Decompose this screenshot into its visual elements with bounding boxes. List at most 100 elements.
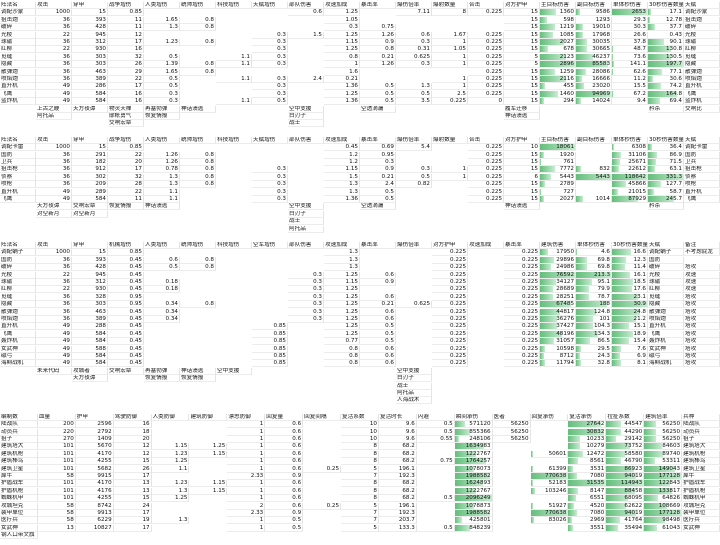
cell-text: 130.8	[665, 46, 682, 53]
data-bar	[568, 458, 579, 465]
data-bar	[644, 458, 656, 465]
cell: 69.8	[576, 256, 612, 264]
data-bar	[540, 338, 555, 345]
cell: 爆射数量	[432, 136, 468, 144]
cell: 0.8	[180, 264, 216, 272]
cell-text: 192.3	[398, 510, 415, 516]
cell-text: 20	[134, 159, 142, 165]
cell: 统帅增伤	[180, 242, 216, 249]
cell: 8	[432, 9, 468, 17]
cell-text: 16	[134, 90, 142, 97]
cell: 2.5	[432, 90, 468, 98]
cell-text: 交响宏章	[73, 203, 96, 210]
cell-text: 133817	[658, 487, 681, 494]
cell: 36	[36, 151, 72, 159]
cell-text: 1.15	[212, 487, 226, 494]
cell-text: 192.3	[398, 473, 415, 479]
cell-text: 0.45	[129, 345, 142, 352]
cell-text: 调配蜗子	[1, 249, 24, 256]
cell: 101	[37, 458, 76, 466]
cell-text: 0.8	[205, 68, 214, 75]
data-bar	[648, 53, 672, 60]
cell-text: 0.9	[292, 510, 302, 516]
cell-text: 30665	[592, 46, 610, 53]
cell-text: 蓝炸机	[685, 98, 702, 105]
cell-text: 9.6	[405, 428, 415, 435]
cell-text: 0.225	[521, 323, 538, 330]
cell: 0.8	[180, 256, 216, 264]
cell: 1293	[576, 16, 612, 24]
data-bar	[576, 338, 591, 345]
cell-text: 0.3	[169, 98, 178, 105]
cell: 0.8	[180, 61, 216, 69]
cell-text: 0.8	[205, 181, 214, 188]
cell: 攻击	[36, 2, 72, 9]
data-bar	[612, 144, 614, 151]
data-bar	[648, 196, 674, 202]
cell-text: 24.8	[633, 308, 646, 315]
cell-text: 1.2	[349, 159, 358, 165]
cell: 11.4	[612, 264, 648, 272]
cell-text: 15	[530, 76, 538, 82]
cell-text: 62.6	[633, 68, 646, 75]
cell-text: 46790	[624, 458, 643, 465]
cell: 0.3	[252, 76, 288, 83]
cell: 86923	[606, 465, 645, 473]
cell-text: 114943	[620, 480, 643, 487]
cell: 天方夜谭	[72, 105, 108, 113]
cell: 0.225	[432, 330, 468, 338]
cell-text: 1222767	[465, 487, 491, 494]
cell: 30035	[576, 39, 612, 46]
data-bar	[648, 188, 655, 195]
cell-text: 国防	[649, 256, 661, 263]
cell: 0.225	[432, 249, 468, 257]
cell-text: 0.8	[349, 360, 358, 367]
cell-text: 8147	[590, 487, 605, 494]
cell: 0.6	[360, 308, 396, 316]
cell: 对空新月	[72, 210, 108, 218]
cell: 598	[540, 16, 576, 24]
cell-text: 31057	[556, 338, 574, 345]
cell-text: 15.1	[633, 323, 646, 330]
cell: 912	[72, 166, 108, 174]
cell: 飞鹰	[0, 90, 36, 98]
cell: 单体秒伤害	[576, 242, 612, 249]
cell-text: 对方护甲	[505, 136, 528, 143]
cell-text: 2	[259, 502, 264, 509]
cell-text: 0.3	[313, 293, 322, 300]
cell-text: 196.1	[398, 465, 415, 472]
cell: 人类防御	[151, 413, 190, 421]
cell: 0.6	[265, 502, 304, 510]
cell-text: 1.25	[345, 293, 358, 300]
cell: 狙子	[682, 436, 720, 443]
cell-text: 74.2	[669, 83, 682, 90]
cell: 463	[72, 68, 108, 76]
cell-text: 1.23	[175, 450, 188, 457]
cell: 陆战队	[0, 421, 38, 429]
cell: 27642	[568, 421, 607, 429]
cell: 36	[36, 256, 72, 264]
cell: 0.225	[432, 338, 468, 346]
cell-text: 建筑机枪	[1, 450, 24, 457]
cell: 0.225	[468, 159, 504, 166]
cell-text: 0.225	[485, 181, 502, 188]
data-bar	[540, 353, 544, 359]
cell: 16666	[576, 76, 612, 83]
cell-text: 0.225	[485, 83, 502, 90]
cell: 穿甲	[72, 2, 108, 9]
cell-text: 0.85	[273, 353, 286, 359]
cell-text: 觅缝	[1, 53, 13, 60]
data-bar	[648, 76, 654, 82]
cell-text: 84603	[662, 443, 681, 450]
cell-text: 0.225	[521, 256, 538, 263]
cell: 闪避	[416, 413, 455, 421]
cell-text: 1.2	[349, 151, 358, 158]
cell: 塔攻	[684, 338, 720, 346]
cell-text: 8.1	[637, 360, 646, 367]
cell: 28	[108, 181, 144, 189]
cell-text: 1	[259, 465, 264, 472]
cell-text: 0.5	[385, 330, 394, 337]
cell: 喷枪	[684, 181, 720, 189]
cell: 攻击	[36, 242, 72, 249]
cell: 36.4	[648, 144, 684, 152]
